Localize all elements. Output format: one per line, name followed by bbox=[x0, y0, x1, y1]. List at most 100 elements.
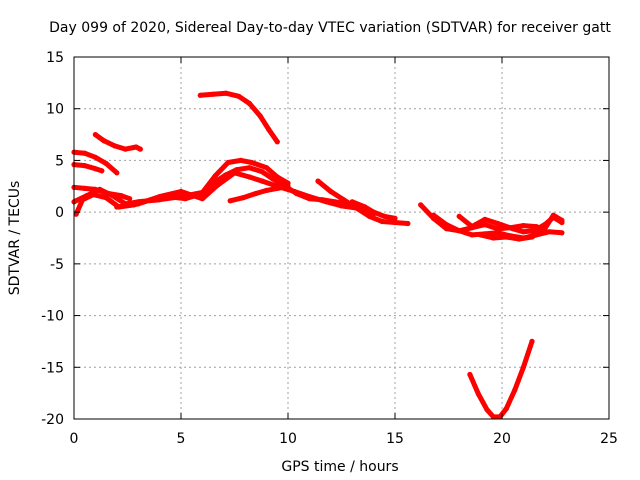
x-axis-label: GPS time / hours bbox=[281, 459, 398, 475]
data-point bbox=[529, 234, 535, 240]
series-line-s4 bbox=[71, 162, 105, 174]
data-point bbox=[482, 216, 488, 222]
data-point bbox=[137, 146, 143, 152]
y-tick-labels: -20 -15 -10 -5 0 5 10 15 bbox=[41, 50, 64, 428]
data-point bbox=[109, 193, 116, 199]
x-tick-label: 15 bbox=[386, 431, 404, 447]
data-point bbox=[249, 159, 255, 166]
data-point bbox=[456, 228, 462, 234]
data-point bbox=[274, 139, 280, 145]
data-point bbox=[430, 212, 437, 218]
data-point bbox=[418, 202, 424, 208]
y-tick-label: -20 bbox=[41, 412, 64, 428]
x-tick-labels: 0 5 10 15 20 25 bbox=[70, 431, 618, 447]
data-point bbox=[112, 143, 118, 149]
data-point bbox=[341, 197, 347, 203]
data-point bbox=[270, 176, 276, 182]
plot-area-frame bbox=[73, 56, 610, 420]
y-tick-label: -5 bbox=[50, 257, 64, 273]
data-point bbox=[323, 199, 330, 205]
data-point bbox=[328, 188, 334, 195]
data-point bbox=[371, 209, 377, 215]
x-tick-label: 10 bbox=[279, 431, 297, 447]
data-point bbox=[92, 132, 98, 138]
data-point bbox=[80, 197, 86, 203]
data-point bbox=[503, 406, 509, 412]
data-point bbox=[114, 204, 120, 210]
data-point bbox=[127, 196, 133, 202]
data-point bbox=[469, 232, 475, 238]
data-point bbox=[469, 224, 475, 230]
data-point bbox=[516, 236, 522, 242]
data-point bbox=[503, 234, 509, 240]
data-point bbox=[392, 219, 398, 226]
data-point bbox=[482, 222, 488, 228]
data-point bbox=[546, 229, 552, 235]
data-point bbox=[495, 230, 501, 236]
data-point bbox=[212, 173, 218, 179]
data-point bbox=[366, 213, 372, 219]
y-axis-label: SDTVAR / TECUs bbox=[7, 181, 23, 296]
data-point bbox=[73, 211, 79, 217]
x-tick-label: 0 bbox=[70, 431, 79, 447]
data-point bbox=[550, 212, 557, 218]
data-point bbox=[306, 194, 312, 200]
data-point bbox=[97, 186, 103, 192]
data-series bbox=[71, 90, 565, 420]
data-point bbox=[512, 387, 518, 393]
data-point bbox=[122, 146, 128, 152]
data-point bbox=[559, 230, 565, 236]
series-line-s8 bbox=[114, 170, 377, 217]
data-point bbox=[475, 391, 482, 397]
data-point bbox=[240, 195, 246, 201]
data-point bbox=[381, 213, 387, 219]
series-line-s1 bbox=[197, 90, 280, 145]
data-point bbox=[291, 188, 297, 195]
data-point bbox=[133, 144, 139, 150]
data-point bbox=[467, 371, 473, 378]
data-point bbox=[157, 194, 163, 200]
data-point bbox=[225, 159, 231, 166]
data-point bbox=[103, 160, 109, 167]
data-point bbox=[510, 226, 516, 232]
data-point bbox=[114, 170, 120, 176]
data-point bbox=[484, 407, 490, 413]
y-tick-label: 0 bbox=[55, 205, 64, 221]
data-point bbox=[274, 185, 280, 191]
data-point bbox=[490, 235, 496, 241]
data-point bbox=[362, 204, 368, 210]
data-point bbox=[214, 182, 220, 188]
data-point bbox=[497, 414, 503, 420]
data-point bbox=[338, 203, 345, 209]
data-point bbox=[456, 213, 462, 219]
data-point bbox=[246, 174, 253, 180]
data-point bbox=[210, 91, 216, 97]
series-line-s16 bbox=[467, 338, 535, 420]
data-point bbox=[236, 93, 242, 99]
y-tick-label: -15 bbox=[41, 360, 64, 376]
data-point bbox=[182, 196, 188, 202]
data-point bbox=[529, 338, 535, 344]
data-point bbox=[257, 113, 263, 119]
data-point bbox=[520, 364, 527, 370]
data-point bbox=[478, 232, 484, 238]
data-point bbox=[495, 226, 501, 232]
data-point bbox=[259, 178, 265, 184]
data-point bbox=[210, 180, 216, 186]
data-point bbox=[443, 222, 449, 228]
data-point bbox=[246, 165, 253, 171]
y-tick-label: 15 bbox=[46, 50, 64, 66]
data-point bbox=[82, 163, 88, 169]
data-point bbox=[101, 138, 107, 144]
x-tick-label: 20 bbox=[493, 431, 511, 447]
data-point bbox=[103, 195, 109, 201]
data-point bbox=[259, 169, 265, 175]
data-point bbox=[238, 157, 244, 163]
data-point bbox=[264, 165, 270, 171]
data-point bbox=[178, 188, 184, 195]
data-point bbox=[349, 199, 355, 205]
grid-lines bbox=[74, 57, 609, 419]
data-point bbox=[253, 190, 259, 197]
axis-ticks bbox=[73, 56, 610, 420]
